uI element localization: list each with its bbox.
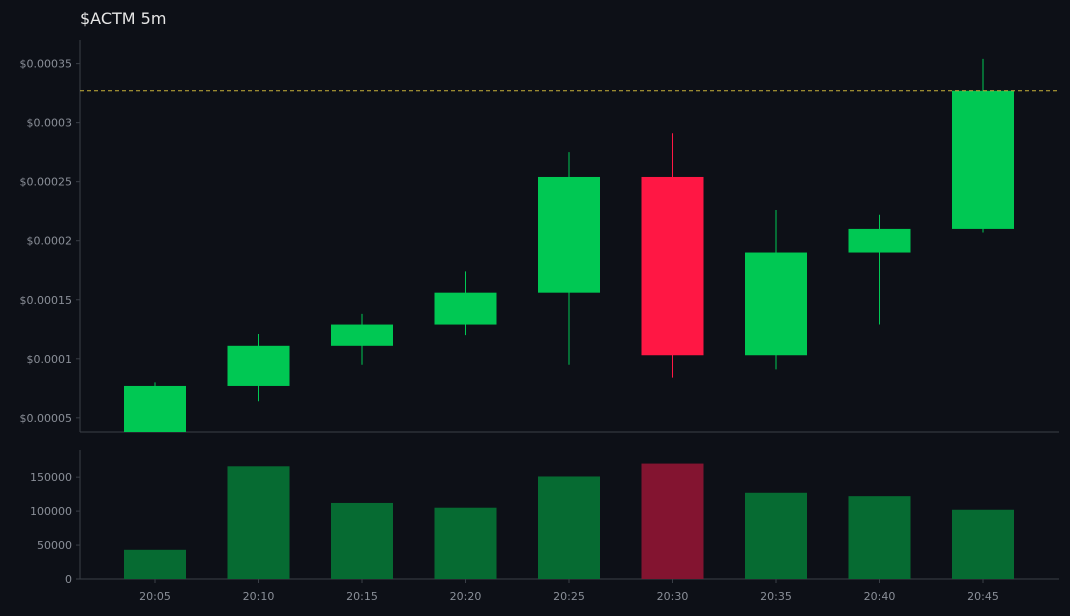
x-tick-label: 20:45 — [967, 590, 999, 603]
volume-bar — [331, 502, 393, 579]
candle-body — [538, 176, 600, 293]
volume-bar — [641, 463, 704, 579]
volume-bar — [952, 509, 1014, 579]
x-tick-label: 20:15 — [346, 590, 378, 603]
volume-panel: 0 50000 100000 150000 — [30, 450, 1059, 586]
candle-body — [124, 385, 186, 432]
candle-body — [952, 90, 1014, 229]
volume-bar — [745, 492, 807, 579]
candle-body — [434, 292, 497, 325]
x-tick-label: 20:40 — [864, 590, 896, 603]
volume-bar — [538, 476, 600, 579]
price-panel: $0.00005 $0.0001 $0.00015 $0.0002 $0.00025 $0… — [20, 40, 1059, 433]
x-tick-label: 20:25 — [553, 590, 585, 603]
x-tick-label: 20:10 — [243, 590, 275, 603]
volume-bar — [124, 549, 186, 579]
price-y-tick-label: $0.0001 — [27, 353, 73, 366]
volume-y-tick-label: 100000 — [30, 505, 72, 518]
x-axis: 20:05 20:10 20:15 20:20 20:25 20:30 20:35 20:40… — [139, 579, 999, 603]
price-y-tick-label: $0.00035 — [20, 58, 73, 71]
volume-bar — [848, 496, 911, 579]
x-tick-label: 20:30 — [657, 590, 689, 603]
candle-body — [848, 228, 911, 253]
chart-title: $ACTM 5m — [80, 9, 167, 28]
candle-body — [641, 176, 704, 356]
x-tick-label: 20:05 — [139, 590, 171, 603]
x-tick-label: 20:35 — [760, 590, 792, 603]
candle-body — [745, 252, 807, 356]
volume-y-tick-label: 150000 — [30, 471, 72, 484]
volume-bar — [434, 507, 497, 579]
price-y-tick-label: $0.00015 — [20, 294, 73, 307]
volume-y-tick-label: 0 — [65, 573, 72, 586]
price-y-tick-label: $0.00005 — [20, 412, 73, 425]
x-tick-label: 20:20 — [450, 590, 482, 603]
price-y-tick-label: $0.00025 — [20, 176, 73, 189]
candles — [124, 58, 1014, 432]
price-y-tick-label: $0.0002 — [27, 235, 73, 248]
candle-body — [227, 345, 290, 386]
volume-y-tick-label: 50000 — [37, 539, 72, 552]
volume-bar — [227, 466, 290, 579]
price-y-tick-label: $0.0003 — [27, 117, 73, 130]
candle-body — [331, 324, 393, 346]
